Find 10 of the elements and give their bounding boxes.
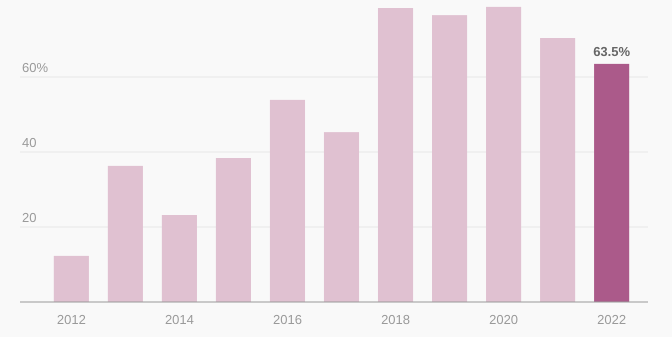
- y-tick-label: 60%: [22, 60, 48, 75]
- x-tick-label: 2012: [56, 312, 86, 327]
- x-tick-label: 2016: [273, 312, 302, 327]
- x-tick-label: 2014: [164, 312, 194, 327]
- y-tick-label: 40: [22, 135, 36, 150]
- x-tick-label: 2022: [597, 312, 626, 327]
- data-label: 63.5%: [593, 44, 630, 59]
- x-tick-label: 2020: [489, 312, 518, 327]
- y-tick-label: 20: [22, 210, 36, 225]
- x-tick-label: 2018: [381, 312, 410, 327]
